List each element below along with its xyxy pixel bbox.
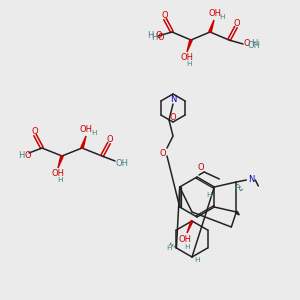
Text: OH: OH [52, 169, 64, 178]
Text: OH: OH [116, 158, 128, 167]
Text: H: H [18, 151, 24, 160]
Text: H: H [207, 192, 212, 198]
Polygon shape [209, 20, 214, 32]
Text: H: H [91, 130, 97, 136]
Text: O: O [158, 34, 164, 43]
Text: H: H [167, 245, 172, 251]
Text: OH: OH [208, 8, 221, 17]
Text: OH: OH [248, 40, 261, 50]
Text: O: O [25, 151, 31, 160]
Text: H: H [148, 32, 154, 40]
Text: OH: OH [80, 124, 92, 134]
Text: O: O [32, 127, 38, 136]
Polygon shape [187, 220, 193, 233]
Text: O: O [107, 134, 113, 143]
Polygon shape [187, 40, 192, 52]
Text: O: O [170, 112, 176, 122]
Text: OH: OH [181, 53, 194, 62]
Text: N: N [170, 94, 176, 103]
Text: H: H [219, 14, 224, 20]
Text: O: O [156, 32, 162, 40]
Text: N: N [248, 176, 254, 184]
Text: H: H [57, 177, 63, 183]
Text: O: O [198, 163, 205, 172]
Polygon shape [81, 136, 86, 148]
Text: H: H [194, 257, 200, 263]
Polygon shape [236, 211, 239, 215]
Text: O: O [244, 40, 250, 49]
Text: H: H [235, 185, 240, 191]
Text: H: H [186, 61, 192, 67]
Text: OH: OH [178, 236, 191, 244]
Text: H: H [151, 32, 157, 41]
Text: O: O [162, 11, 168, 20]
Text: H: H [251, 40, 257, 49]
Text: O: O [234, 19, 240, 28]
Text: H: H [184, 244, 190, 250]
Polygon shape [58, 156, 63, 168]
Text: O: O [160, 148, 166, 158]
